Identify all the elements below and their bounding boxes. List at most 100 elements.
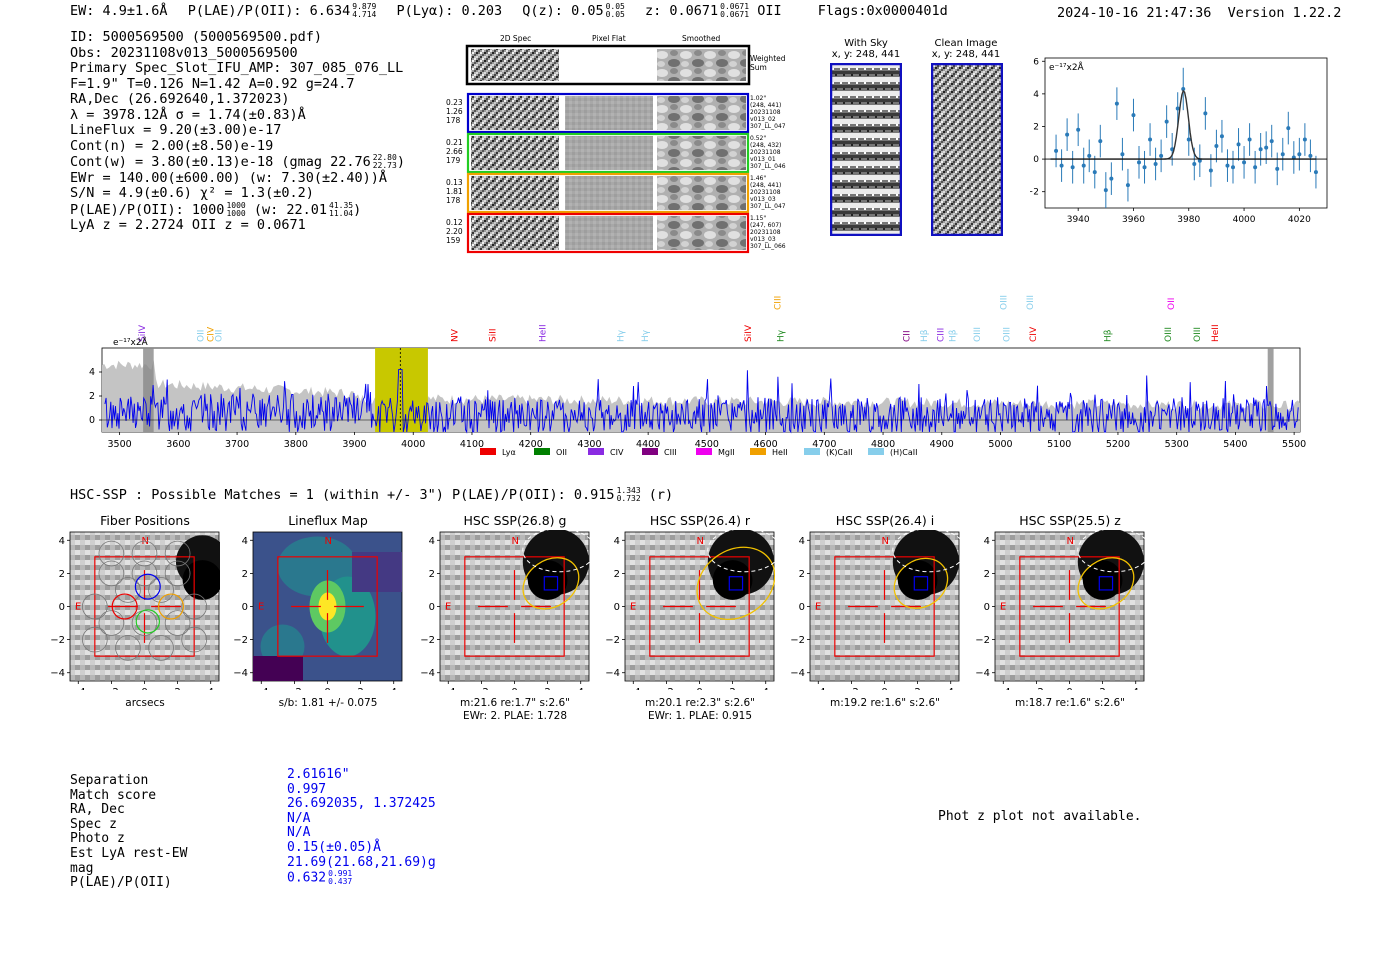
legend-swatch — [750, 448, 766, 455]
lya-line: LyA z = 2.2724 OII z = 0.0671 — [70, 217, 306, 233]
hsc-panel-caption: s/b: 1.81 +/- 0.075 — [278, 697, 378, 709]
hsc-ytick-label: −4 — [233, 668, 248, 679]
cutout-meta: 307_LL_047 — [750, 123, 786, 130]
hsc-xtick-label: 4 — [1133, 687, 1139, 690]
hsc-panel-caption: m:20.1 re:2.3" s:2.6" — [645, 697, 755, 709]
fiber-circle — [82, 626, 108, 653]
fiber-circle — [148, 577, 174, 603]
spectrum-line-label: SiIV — [744, 324, 754, 342]
spectrum-xtick-label: 3500 — [108, 439, 132, 450]
hsc-xtick-label: 0 — [141, 687, 147, 690]
cutout-stat: 2.20 — [446, 227, 463, 236]
spectrum-line-label: CIII — [773, 296, 783, 310]
zoom-data-point — [1087, 153, 1092, 158]
zoom-data-point — [1065, 132, 1070, 137]
hsc-xtick-label: −2 — [844, 687, 859, 690]
zoom-data-point — [1148, 137, 1153, 142]
z-frac: 0.0671 0.0671 — [720, 2, 750, 19]
spectrum-line-label: Hβ — [1103, 329, 1113, 342]
match-value: N/A — [287, 811, 436, 827]
match-value-text: 0.632 — [287, 870, 327, 886]
spectrum-xtick-label: 4400 — [636, 439, 660, 450]
legend-swatch — [480, 448, 496, 455]
hsc-band: (r) — [648, 487, 674, 503]
cutout-pixel-flat — [565, 176, 653, 210]
match-label: Separation — [70, 773, 149, 788]
cutout-meta: 1.46" — [750, 175, 767, 182]
hsc-xtick-label: −2 — [659, 687, 674, 690]
north-label: N — [697, 536, 704, 547]
spectrum-xtick-label: 3700 — [225, 439, 249, 450]
cutout-meta: 20231108 — [750, 189, 781, 196]
zoom-data-point — [1153, 161, 1158, 166]
hsc-xtick-label: −4 — [254, 687, 269, 690]
match-ellipse — [522, 557, 580, 610]
hsc-ytick-label: 4 — [429, 536, 435, 547]
legend-label: MgII — [718, 448, 735, 457]
spectrum-flux-line — [104, 369, 1299, 434]
spectrum-line-label: OII — [214, 330, 224, 342]
hsc-ytick-label: 4 — [799, 536, 805, 547]
match-value-text: 0.15(±0.05)Å — [287, 839, 381, 855]
hsc-ytick-label: 2 — [429, 569, 435, 580]
hsc-panel-caption2: EWr: 2. PLAE: 1.728 — [462, 710, 568, 722]
hsc-header-text: HSC-SSP : Possible Matches = 1 (within +… — [70, 487, 615, 503]
cutout-smoothed — [657, 136, 746, 170]
zoom-data-point — [1070, 165, 1075, 170]
east-label: E — [258, 602, 264, 613]
z-value: z: 0.0671 — [644, 3, 719, 19]
spectrum-xtick-label: 4600 — [754, 439, 778, 450]
cutout-stat: 2.66 — [446, 147, 463, 156]
spectrum-line-label: CII — [903, 330, 913, 342]
fiber-circle — [164, 560, 191, 587]
spectrum-line-label: OIII — [1164, 327, 1174, 342]
clean-image — [931, 63, 1003, 236]
zoom-data-point — [1098, 139, 1103, 144]
timestamp-version: 2024-10-16 21:47:36 Version 1.22.2 — [1057, 5, 1341, 21]
spectrum-xtick-label: 4200 — [519, 439, 543, 450]
legend-label: HeII — [772, 448, 788, 457]
east-label: E — [445, 602, 451, 613]
cutout-row-frame — [466, 212, 750, 254]
zoom-data-point — [1109, 176, 1114, 181]
spectrum-xtick-label: 4500 — [695, 439, 719, 450]
cutout-meta: 307_LL_047 — [750, 203, 786, 210]
zoom-xtick-label: 3980 — [1177, 215, 1200, 225]
cutout-meta: 307_LL_066 — [750, 243, 786, 250]
zoom-data-point — [1214, 144, 1219, 149]
clean-image-label: Clean Image — [934, 38, 998, 49]
match-value-text: 26.692035, 1.372425 — [287, 796, 436, 812]
cutout-row-frame — [466, 132, 750, 174]
spectrum-line-label: Hβ — [920, 329, 930, 342]
hsc-xtick-label: 2 — [544, 687, 550, 690]
zoom-data-point — [1054, 148, 1059, 153]
spectrum-xtick-label: 5400 — [1223, 439, 1247, 450]
zoom-data-point — [1125, 183, 1130, 188]
catalog-ellipse — [707, 530, 775, 573]
spectrum-xtick-label: 5500 — [1282, 439, 1306, 450]
fiber-circle — [98, 560, 125, 587]
cutout-meta: 1.02" — [750, 95, 767, 102]
with-sky-label: With Sky — [844, 38, 888, 49]
hsc-xtick-label: 4 — [391, 687, 397, 690]
legend-swatch — [696, 448, 712, 455]
cutout-meta: 20231108 — [750, 229, 781, 236]
spectrum-line-label: OIII — [1002, 327, 1012, 342]
hsc-panel-image: NE−4−2024420−2−4 — [50, 531, 220, 690]
cutout-2d-spec — [471, 96, 559, 130]
spectrum-xtick-label: 4300 — [577, 439, 601, 450]
cutout-meta: (248, 432) — [750, 142, 782, 149]
hsc-panel-caption: m:19.2 re:1.6" s:2.6" — [830, 697, 940, 709]
contw-line: Cont(w) = 3.80(±0.13)e-18 (gmag 22.76 22.… — [70, 153, 405, 170]
match-values: 2.61616" 0.997 26.692035, 1.372425 N/A N/A 0.… — [287, 767, 436, 886]
hsc-ytick-label: 2 — [799, 569, 805, 580]
spectrum-line-label: HeII — [1211, 324, 1221, 342]
spectrum-line-label: OIII — [1193, 327, 1203, 342]
spectrum-line-label: OIII — [973, 327, 983, 342]
hsc-ytick-label: −4 — [975, 668, 990, 679]
hsc-ytick-label: 0 — [614, 602, 620, 613]
cutout-stat: 178 — [446, 196, 461, 205]
cutout-stat: 179 — [446, 156, 461, 165]
zoom-unit-label: e⁻¹⁷x2Å — [1049, 61, 1085, 73]
